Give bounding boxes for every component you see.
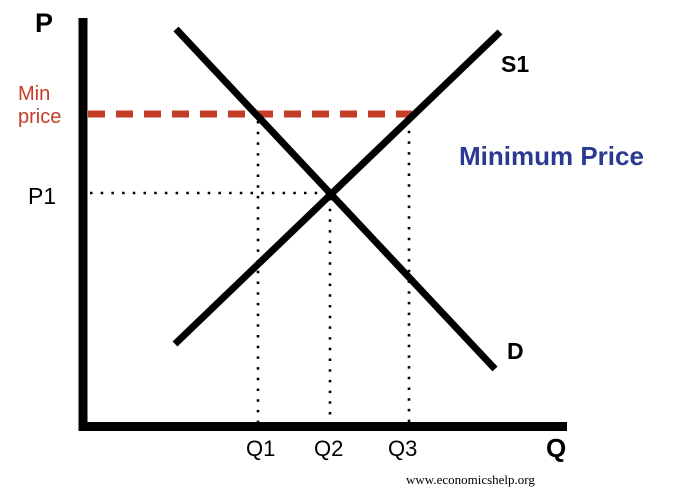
- q1-tick-label: Q1: [246, 436, 276, 461]
- min-price-label: Min price: [18, 83, 61, 129]
- supply-curve-label: S1: [501, 51, 530, 77]
- q2-tick-label: Q2: [314, 436, 344, 461]
- x-axis-label: Q: [546, 433, 567, 463]
- min-price-label-line-1: Min: [18, 83, 51, 105]
- chart-title: Minimum Price: [459, 141, 644, 171]
- watermark: www.economicshelp.org: [406, 472, 535, 487]
- demand-curve-label: D: [507, 338, 524, 364]
- equilibrium-price-label: P1: [28, 183, 57, 209]
- demand-curve: [173, 26, 498, 372]
- min-price-label-line-2: price: [18, 106, 62, 128]
- supply-curve: [172, 29, 503, 347]
- y-axis-label: P: [35, 8, 54, 38]
- q3-tick-label: Q3: [388, 436, 418, 461]
